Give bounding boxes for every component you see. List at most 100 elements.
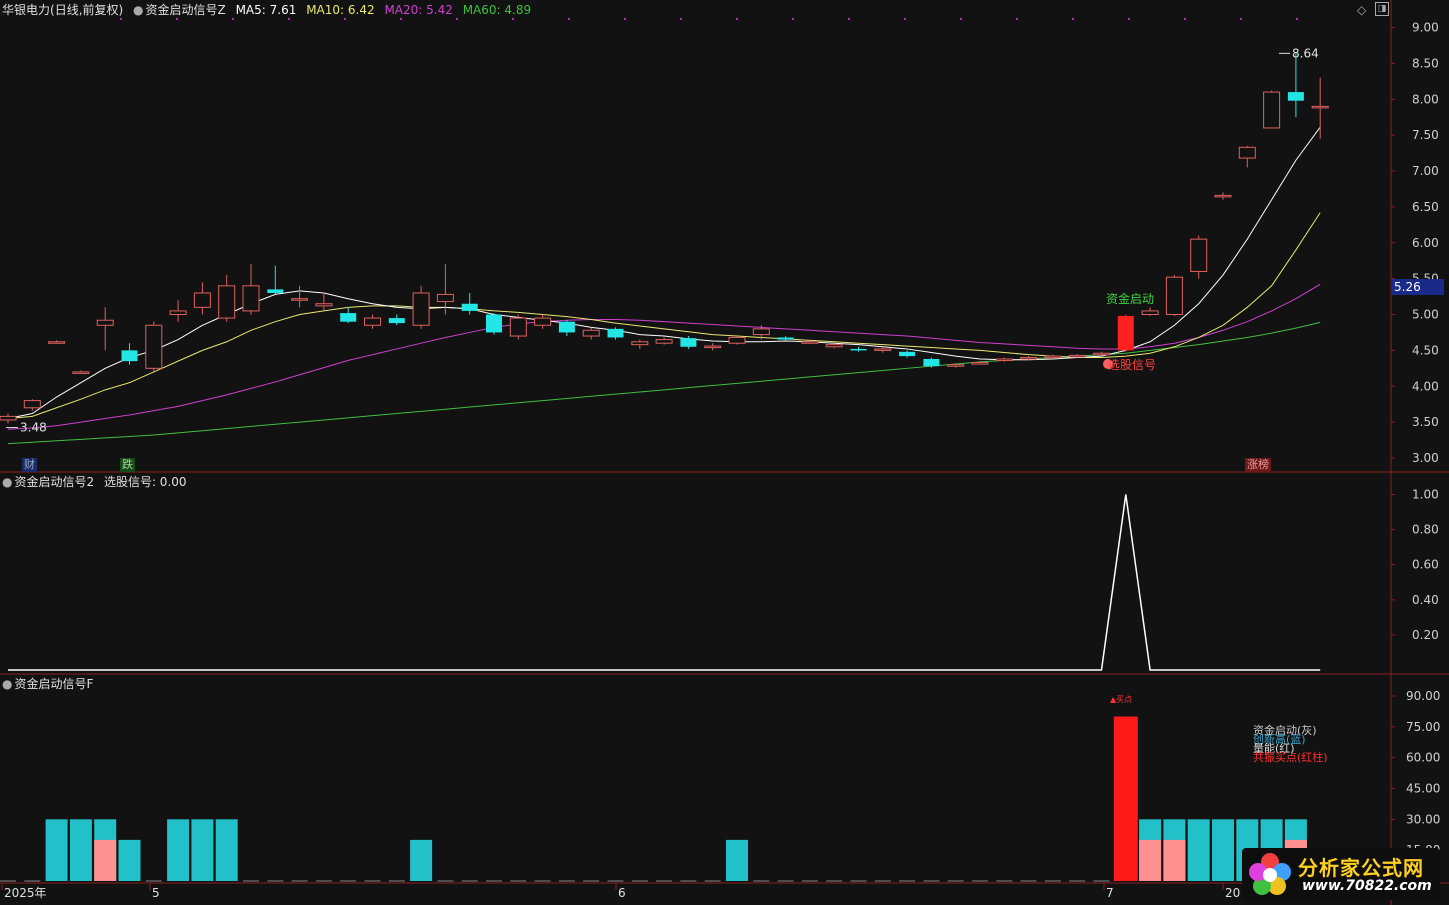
candle-body <box>388 318 405 324</box>
candle <box>899 350 916 358</box>
candle-body <box>1020 357 1038 360</box>
top-dot-marker <box>1016 18 1018 20</box>
candle-body <box>704 345 722 349</box>
candle <box>631 339 649 349</box>
bar-group <box>94 819 117 881</box>
candle-body <box>96 319 114 326</box>
candle-body <box>291 298 309 301</box>
candle <box>874 346 892 353</box>
candle-body <box>777 337 794 340</box>
signal-select-dot <box>1103 359 1113 369</box>
candle <box>558 320 575 337</box>
candle-body <box>1263 91 1281 129</box>
ma10-line <box>7 212 1321 420</box>
indicator-name[interactable]: 资金启动信号Z <box>145 3 226 17</box>
window-toggle-icon[interactable]: ◨ <box>1375 2 1389 16</box>
bar-group <box>191 819 214 881</box>
panel3-toggle-icon[interactable]: ● <box>2 677 13 691</box>
y-tick-label: 30.00 <box>1406 812 1440 826</box>
indicator-toggle-icon[interactable]: ● <box>133 3 144 17</box>
start-bar <box>410 839 433 881</box>
legend-buy-point: 共振买点(红柱) <box>1253 751 1328 764</box>
candle-body <box>315 303 333 307</box>
top-dot-marker <box>680 18 682 20</box>
y-tick-label: 5.00 <box>1412 308 1439 322</box>
stock-mode: (日线,前复权) <box>50 3 124 17</box>
ma10-label: MA10: 6.42 <box>306 3 375 17</box>
candle-body <box>145 324 163 369</box>
panel3-legend: 资金启动(灰) 创新高(蓝) 量能(红) 共振买点(红柱) <box>1253 725 1328 764</box>
flower-icon <box>1249 853 1291 895</box>
panel2-header: ● 资金启动信号2 选股信号: 0.00 <box>2 474 193 490</box>
top-dot-marker <box>288 18 290 20</box>
candle <box>461 292 478 315</box>
bar-group <box>118 839 141 881</box>
candle-body <box>1093 352 1110 356</box>
candle <box>923 357 940 368</box>
top-dot-marker <box>400 18 402 20</box>
start-bar <box>215 819 238 881</box>
candle <box>267 265 284 295</box>
x-tick-label: 20 <box>1225 886 1240 900</box>
candle <box>1190 235 1208 279</box>
badge-zhang[interactable]: 涨榜 <box>1245 458 1271 472</box>
top-dot-marker <box>736 18 738 20</box>
candle-body <box>1165 276 1183 316</box>
bar-group <box>1212 819 1234 881</box>
badge-die[interactable]: 跌 <box>120 458 135 472</box>
bar-group <box>45 819 68 881</box>
panel3-title[interactable]: 资金启动信号F <box>14 677 94 691</box>
candle <box>340 307 357 324</box>
top-dot-marker <box>792 18 794 20</box>
candle-body <box>995 358 1013 361</box>
candle-body <box>340 313 357 322</box>
candle-body <box>923 358 940 367</box>
candle <box>1238 145 1256 168</box>
start-bar <box>191 819 214 881</box>
y-tick-label: 4.50 <box>1412 343 1439 357</box>
candle-body <box>1068 354 1086 358</box>
top-dot-marker <box>1240 18 1242 20</box>
badge-cai[interactable]: 财 <box>22 458 37 472</box>
candle-body <box>752 328 770 336</box>
y-tick-label: 45.00 <box>1406 782 1440 796</box>
y-tick-label: 3.00 <box>1412 451 1439 465</box>
y-tick-label: 0.20 <box>1412 628 1439 642</box>
panel2-toggle-icon[interactable]: ● <box>2 475 13 489</box>
candle <box>291 285 309 308</box>
ma20-label: MA20: 5.42 <box>384 3 453 17</box>
y-tick-label: 0.80 <box>1412 523 1439 537</box>
candle <box>509 314 527 340</box>
candle-body <box>436 293 454 303</box>
top-dot-marker <box>1072 18 1074 20</box>
top-dot-marker <box>624 18 626 20</box>
y-tick-label: 9.00 <box>1412 21 1439 35</box>
stock-name[interactable]: 华银电力 <box>2 3 51 17</box>
start-bar <box>118 839 141 881</box>
candle-body <box>461 303 478 311</box>
diamond-icon[interactable]: ◇ <box>1357 3 1367 17</box>
candle <box>145 321 163 372</box>
candle-body <box>121 350 138 362</box>
candle-body <box>801 341 819 344</box>
y-tick-label: 8.00 <box>1412 92 1439 106</box>
top-dot-marker <box>960 18 962 20</box>
x-tick-label: 6 <box>618 886 626 900</box>
candle-body <box>364 317 381 326</box>
candle <box>388 314 405 326</box>
panel2-title[interactable]: 资金启动信号2 <box>14 475 95 489</box>
x-tick-label: 5 <box>152 886 160 900</box>
candle <box>436 264 454 315</box>
candle <box>995 357 1013 362</box>
y-tick-label: 0.40 <box>1412 593 1439 607</box>
candle <box>364 314 381 329</box>
y-tick-label: 7.00 <box>1412 164 1439 178</box>
volume-bar <box>1163 839 1186 881</box>
candle <box>850 346 867 352</box>
candle-body <box>558 321 575 333</box>
y-tick-label: 0.60 <box>1412 558 1439 572</box>
buy-point-text: 买点 <box>1116 695 1133 704</box>
y-tick-label: 8.50 <box>1412 56 1439 70</box>
candle-body <box>23 400 41 409</box>
